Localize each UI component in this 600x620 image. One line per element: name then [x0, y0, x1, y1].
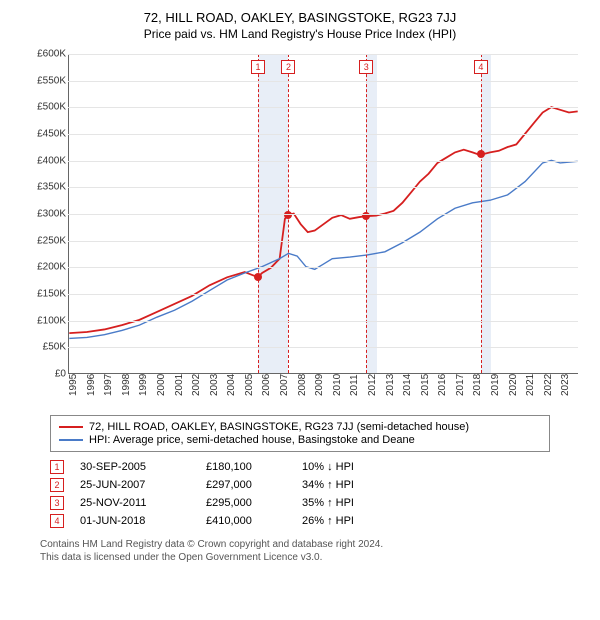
sale-marker-box: 4: [474, 60, 488, 74]
legend-row-hpi: HPI: Average price, semi-detached house,…: [59, 434, 541, 446]
legend-label-2: HPI: Average price, semi-detached house,…: [89, 434, 415, 446]
legend-swatch-1: [59, 426, 83, 428]
footer-line-1: Contains HM Land Registry data © Crown c…: [40, 538, 560, 551]
sale-num-box: 1: [50, 460, 64, 474]
sale-num-box: 4: [50, 514, 64, 528]
sale-marker-box: 1: [251, 60, 265, 74]
page-title: 72, HILL ROAD, OAKLEY, BASINGSTOKE, RG23…: [10, 10, 590, 25]
sale-row: 1 30-SEP-2005 £180,100 10% ↓ HPI: [50, 460, 550, 474]
legend-box: 72, HILL ROAD, OAKLEY, BASINGSTOKE, RG23…: [50, 415, 550, 452]
gridline: [68, 214, 578, 215]
sale-num-box: 3: [50, 496, 64, 510]
sale-date: 01-JUN-2018: [80, 515, 190, 527]
ytick-label: £250K: [20, 235, 66, 246]
price-chart: 1 2 3 4 £0 £50K £100K £150K £200K £250K £300K £350…: [20, 49, 580, 409]
sale-dot: [254, 273, 262, 281]
sale-pct: 35% ↑ HPI: [302, 497, 402, 509]
sale-price: £180,100: [206, 461, 286, 473]
gridline: [68, 54, 578, 55]
sale-dot: [477, 150, 485, 158]
sale-date: 30-SEP-2005: [80, 461, 190, 473]
sale-price: £297,000: [206, 479, 286, 491]
page-subtitle: Price paid vs. HM Land Registry's House …: [10, 27, 590, 41]
gridline: [68, 187, 578, 188]
sale-marker-box: 3: [359, 60, 373, 74]
legend-row-property: 72, HILL ROAD, OAKLEY, BASINGSTOKE, RG23…: [59, 421, 541, 433]
sale-row: 2 25-JUN-2007 £297,000 34% ↑ HPI: [50, 478, 550, 492]
sales-table: 1 30-SEP-2005 £180,100 10% ↓ HPI 2 25-JUN-200…: [50, 460, 550, 528]
ytick-label: £300K: [20, 209, 66, 220]
gridline: [68, 347, 578, 348]
sale-date: 25-JUN-2007: [80, 479, 190, 491]
sale-pct: 10% ↓ HPI: [302, 461, 402, 473]
gridline: [68, 161, 578, 162]
legend-label-1: 72, HILL ROAD, OAKLEY, BASINGSTOKE, RG23…: [89, 421, 469, 433]
sale-pct: 34% ↑ HPI: [302, 479, 402, 491]
gridline: [68, 321, 578, 322]
ytick-label: £100K: [20, 315, 66, 326]
footer: Contains HM Land Registry data © Crown c…: [40, 538, 560, 564]
sale-pct: 26% ↑ HPI: [302, 515, 402, 527]
gridline: [68, 81, 578, 82]
sale-dot: [362, 212, 370, 220]
ytick-label: £400K: [20, 155, 66, 166]
footer-line-2: This data is licensed under the Open Gov…: [40, 551, 560, 564]
ytick-label: £200K: [20, 262, 66, 273]
gridline: [68, 107, 578, 108]
sale-date: 25-NOV-2011: [80, 497, 190, 509]
sale-row: 4 01-JUN-2018 £410,000 26% ↑ HPI: [50, 514, 550, 528]
ytick-label: £150K: [20, 289, 66, 300]
ytick-label: £450K: [20, 129, 66, 140]
xtick-label: 2023: [560, 374, 591, 396]
ytick-label: £0: [20, 369, 66, 380]
sale-marker-box: 2: [281, 60, 295, 74]
ytick-label: £50K: [20, 342, 66, 353]
gridline: [68, 134, 578, 135]
gridline: [68, 294, 578, 295]
sale-price: £295,000: [206, 497, 286, 509]
ytick-label: £550K: [20, 75, 66, 86]
gridline: [68, 267, 578, 268]
series-property: [69, 107, 577, 333]
sale-price: £410,000: [206, 515, 286, 527]
legend-swatch-2: [59, 439, 83, 441]
ytick-label: £350K: [20, 182, 66, 193]
sale-num-box: 2: [50, 478, 64, 492]
gridline: [68, 241, 578, 242]
ytick-label: £600K: [20, 49, 66, 60]
sale-row: 3 25-NOV-2011 £295,000 35% ↑ HPI: [50, 496, 550, 510]
ytick-label: £500K: [20, 102, 66, 113]
